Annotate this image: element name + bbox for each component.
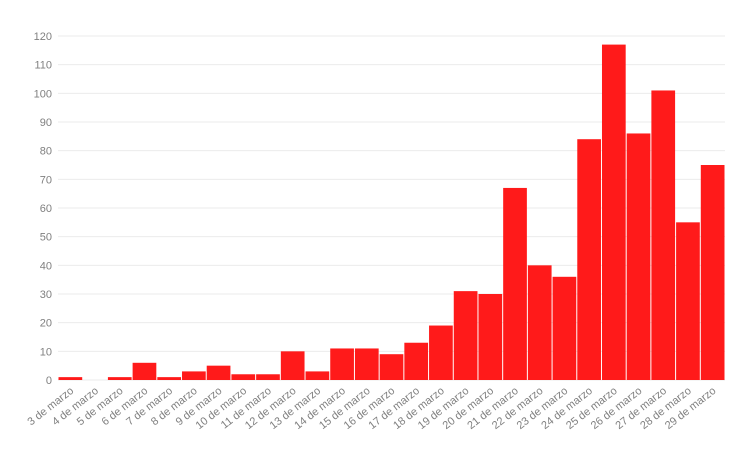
bar (256, 374, 280, 380)
y-tick-label: 40 (40, 260, 52, 272)
bar (676, 222, 700, 380)
y-tick-label: 60 (40, 203, 52, 215)
y-tick-label: 50 (40, 232, 52, 244)
bar (478, 294, 503, 380)
bar (601, 44, 626, 380)
bar (552, 276, 577, 380)
bar (700, 165, 725, 380)
bar (58, 377, 83, 380)
y-tick-label: 90 (40, 117, 52, 129)
bar (354, 348, 379, 380)
bar (157, 377, 182, 380)
bar (527, 265, 552, 380)
y-tick-label: 10 (40, 346, 52, 358)
y-axis-tick-labels: 0 10 20 30 40 50 60 70 80 90 100 110 120 (34, 31, 52, 387)
bar (280, 351, 305, 380)
bar (429, 325, 453, 380)
y-tick-label: 80 (40, 146, 52, 158)
bar (132, 362, 157, 380)
bar (404, 342, 429, 380)
bar (305, 371, 330, 380)
y-tick-label: 20 (40, 318, 52, 330)
y-tick-label: 100 (34, 88, 52, 100)
y-tick-label: 0 (46, 375, 52, 387)
y-tick-label: 120 (34, 31, 52, 43)
bars (58, 44, 725, 380)
bar (453, 291, 478, 380)
bar (107, 377, 132, 380)
bar (651, 90, 676, 380)
bar (626, 133, 651, 380)
bar (379, 354, 404, 380)
bar (231, 374, 256, 380)
bar (577, 139, 601, 380)
bar (182, 371, 206, 380)
bar (330, 348, 354, 380)
y-tick-label: 30 (40, 289, 52, 301)
y-tick-label: 70 (40, 174, 52, 186)
bar (206, 365, 231, 380)
bar (503, 187, 527, 380)
y-tick-label: 110 (34, 60, 52, 72)
